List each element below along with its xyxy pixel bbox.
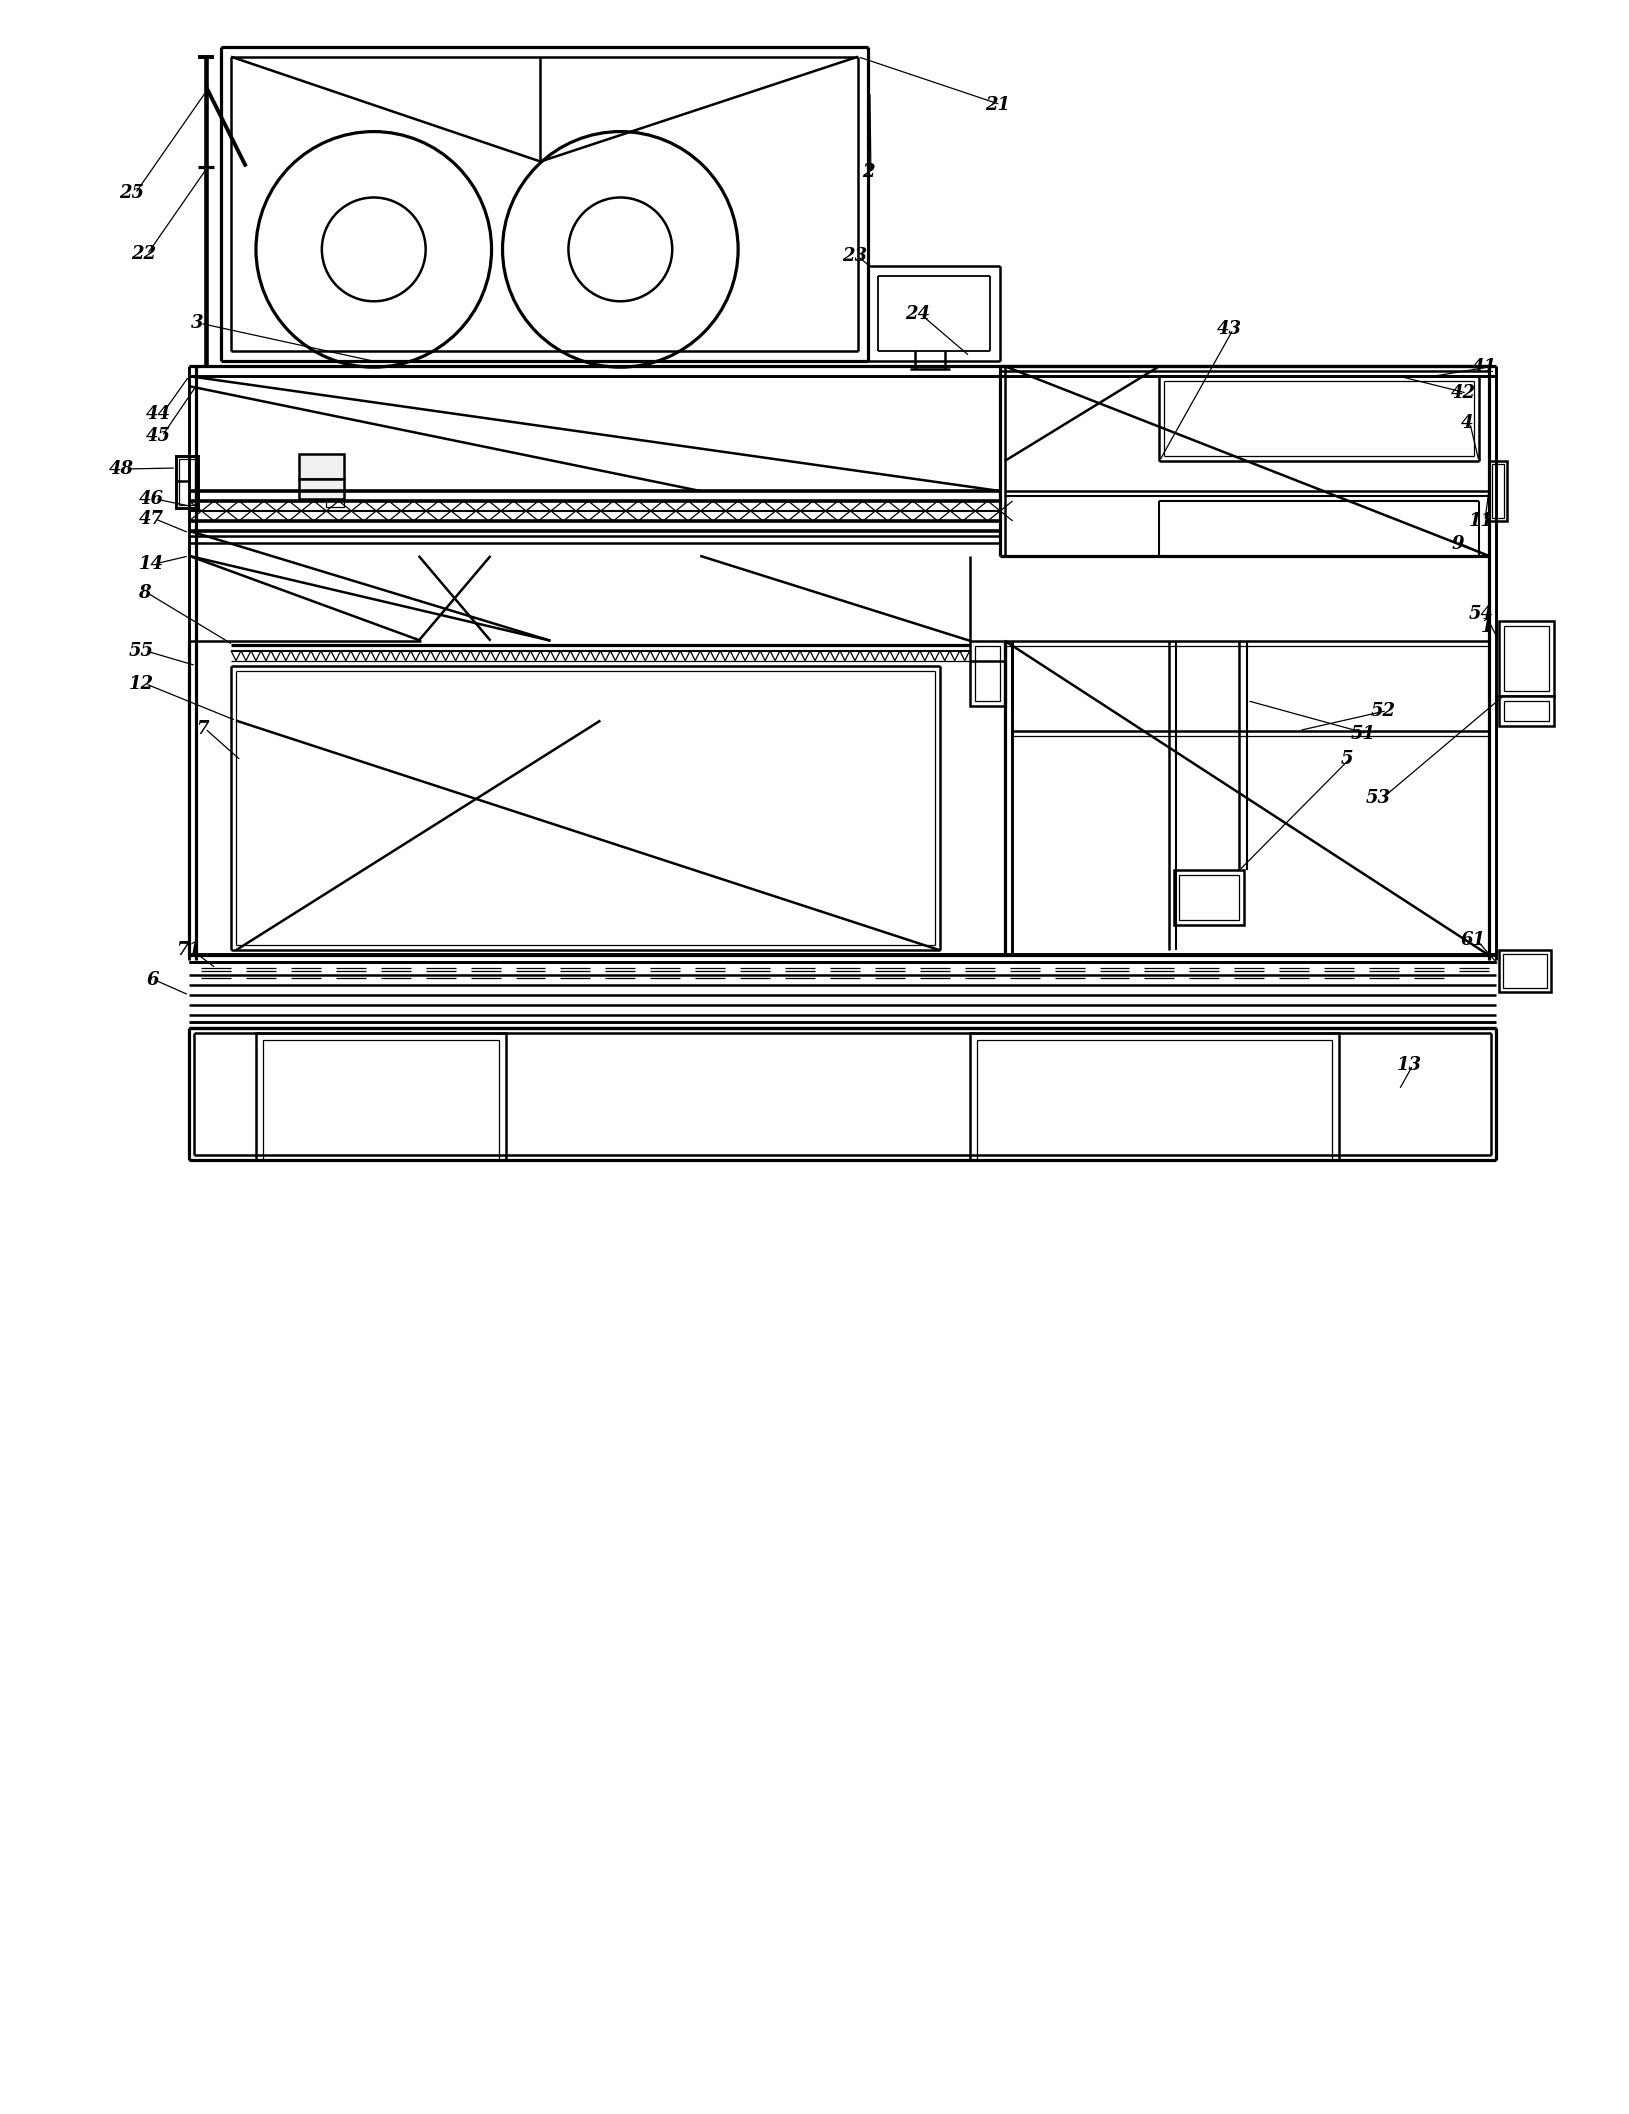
Text: 52: 52: [1372, 702, 1396, 719]
Text: 2: 2: [862, 163, 875, 180]
Text: 11: 11: [1469, 512, 1494, 531]
Bar: [1499, 696, 1554, 725]
Bar: [969, 641, 1005, 706]
Text: 42: 42: [1451, 385, 1476, 402]
Text: 14: 14: [138, 554, 165, 573]
Text: 71: 71: [176, 941, 200, 960]
Text: 5: 5: [1341, 750, 1354, 767]
Bar: [176, 457, 199, 507]
Bar: [974, 645, 1000, 700]
Bar: [1499, 622, 1554, 696]
Bar: [1179, 875, 1240, 920]
Bar: [1489, 461, 1507, 520]
Text: 1: 1: [1481, 617, 1494, 636]
Text: 12: 12: [129, 674, 155, 693]
Bar: [1175, 871, 1245, 926]
Text: 3: 3: [191, 315, 204, 332]
Bar: [1504, 626, 1549, 691]
Bar: [1492, 463, 1504, 518]
Text: 48: 48: [109, 461, 134, 478]
Text: 8: 8: [138, 583, 150, 602]
Bar: [256, 1034, 505, 1161]
Text: 53: 53: [1367, 789, 1391, 808]
Text: 24: 24: [904, 304, 930, 323]
Text: 6: 6: [147, 970, 158, 989]
Text: 43: 43: [1217, 319, 1243, 338]
Text: 55: 55: [129, 643, 155, 660]
Text: 7: 7: [195, 719, 209, 738]
Text: 25: 25: [119, 184, 145, 203]
Bar: [1499, 949, 1551, 991]
Bar: [1504, 700, 1549, 721]
Bar: [298, 480, 344, 499]
Text: 4: 4: [1461, 414, 1473, 431]
Bar: [1504, 953, 1548, 987]
Text: 54: 54: [1469, 605, 1494, 624]
Bar: [262, 1040, 498, 1161]
Text: 21: 21: [984, 95, 1010, 114]
Text: 9: 9: [1451, 535, 1464, 554]
Text: 45: 45: [147, 427, 171, 446]
Text: 23: 23: [842, 247, 867, 266]
Text: 41: 41: [1473, 357, 1497, 376]
Text: 22: 22: [132, 245, 156, 264]
Text: 61: 61: [1461, 930, 1486, 949]
Bar: [326, 499, 344, 507]
Text: 44: 44: [147, 406, 171, 423]
Bar: [179, 459, 195, 505]
Bar: [969, 1034, 1339, 1161]
Bar: [298, 455, 344, 480]
Text: 46: 46: [138, 490, 165, 507]
Text: 13: 13: [1398, 1057, 1422, 1074]
Bar: [977, 1040, 1333, 1161]
Text: 51: 51: [1350, 725, 1377, 742]
Text: 47: 47: [138, 509, 165, 528]
